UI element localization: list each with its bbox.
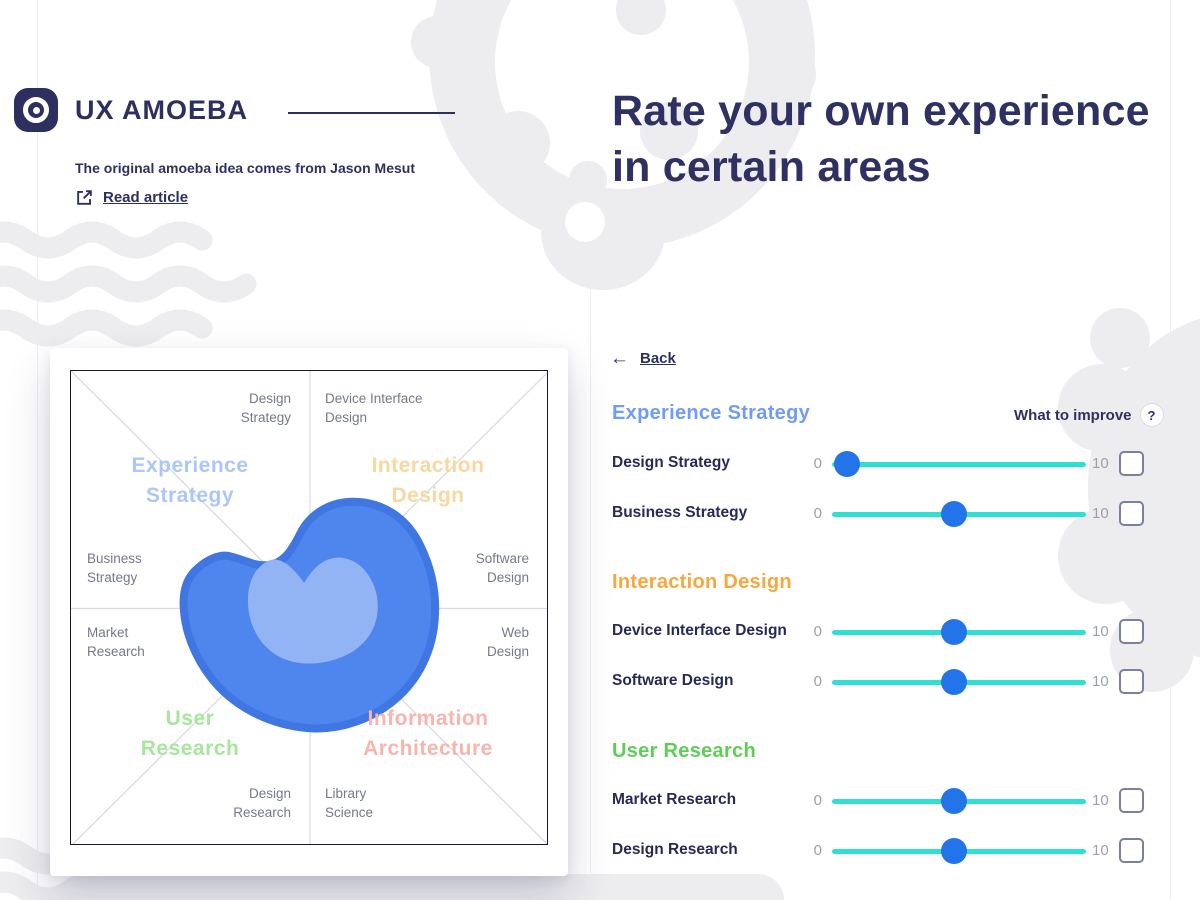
section-title-interaction-design: Interaction Design xyxy=(612,571,792,593)
slider-label: Software Design xyxy=(612,672,734,689)
amoeba-chart: Experience Strategy Interaction Design U… xyxy=(70,370,548,845)
slider-label: Market Research xyxy=(612,791,737,808)
slider-min-value: 0 xyxy=(813,842,822,859)
slider-thumb[interactable] xyxy=(940,788,967,814)
slider-min-value: 0 xyxy=(813,792,822,809)
slider-row-market-research: Market Research 0 10 xyxy=(0,786,1200,816)
axis-label-business-strategy: Business Strategy xyxy=(87,551,142,586)
quadrant-title-user-research: User Research xyxy=(140,707,240,761)
read-article-link[interactable]: Read article xyxy=(75,188,188,207)
amoeba-decoration-right xyxy=(1058,308,1200,692)
slider-track[interactable] xyxy=(832,667,1086,697)
back-arrow-icon: ← xyxy=(610,348,629,369)
slider-max-value: 10 xyxy=(1092,455,1109,472)
slider-thumb[interactable] xyxy=(940,669,967,695)
slider-track[interactable] xyxy=(832,786,1086,816)
help-icon[interactable]: ? xyxy=(1139,403,1164,427)
improve-checkbox-design-research[interactable] xyxy=(1119,838,1144,863)
axis-label-market-research: Market Research xyxy=(87,625,145,660)
slider-row-design-research: Design Research 0 10 xyxy=(0,836,1200,866)
slider-label: Design Strategy xyxy=(612,454,731,471)
slider-max-value: 10 xyxy=(1092,505,1109,522)
slider-row-software-design: Software Design 0 10 xyxy=(0,667,1200,697)
what-to-improve: What to improve ? xyxy=(1014,403,1164,427)
axis-label-design-strategy: Design Strategy xyxy=(240,391,291,426)
brand-logo-icon xyxy=(14,88,58,132)
improve-checkbox-business-strategy[interactable] xyxy=(1119,501,1144,526)
amoeba-chart-canvas xyxy=(71,371,547,844)
slider-track[interactable] xyxy=(832,499,1086,529)
back-link[interactable]: ← Back xyxy=(610,349,676,368)
slider-label: Device Interface Design xyxy=(612,622,787,639)
section-title-experience-strategy: Experience Strategy xyxy=(612,402,811,424)
brand-title: UX AMOEBA xyxy=(75,95,249,125)
page-title: Rate your own experience in certain area… xyxy=(612,87,1150,191)
axis-label-web-design: Web Design xyxy=(486,625,529,660)
brand-tagline: The original amoeba idea comes from Jaso… xyxy=(75,160,415,176)
slider-label: Design Research xyxy=(612,841,738,858)
slider-track[interactable] xyxy=(832,617,1086,647)
slider-track[interactable] xyxy=(832,836,1086,866)
slider-thumb[interactable] xyxy=(834,451,861,477)
brand-divider-line xyxy=(288,112,455,114)
slider-thumb[interactable] xyxy=(940,501,967,527)
slider-max-value: 10 xyxy=(1092,842,1109,859)
slider-min-value: 0 xyxy=(813,505,822,522)
quadrant-title-experience-strategy: Experience Strategy xyxy=(131,454,249,508)
improve-checkbox-market-research[interactable] xyxy=(1119,788,1144,813)
slider-row-device-interface-design: Device Interface Design 0 10 xyxy=(0,617,1200,647)
slider-track[interactable] xyxy=(832,449,1086,479)
slider-thumb[interactable] xyxy=(940,619,967,645)
slider-row-business-strategy: Business Strategy 0 10 xyxy=(0,499,1200,529)
what-to-improve-label: What to improve xyxy=(1014,406,1132,424)
target-icon xyxy=(23,97,49,123)
improve-checkbox-design-strategy[interactable] xyxy=(1119,451,1144,476)
quadrant-title-information-architecture: Information Architecture xyxy=(363,707,493,761)
slider-min-value: 0 xyxy=(813,673,822,690)
quadrant-title-interaction-design: Interaction Design xyxy=(371,454,485,508)
slider-max-value: 10 xyxy=(1092,792,1109,809)
external-link-icon xyxy=(77,190,92,205)
amoeba-gear-decoration-top xyxy=(411,0,816,290)
axis-label-library-science: Library Science xyxy=(325,785,374,820)
slider-min-value: 0 xyxy=(813,623,822,640)
bottom-band-decoration xyxy=(62,874,784,900)
slider-max-value: 10 xyxy=(1092,623,1109,640)
slider-label: Business Strategy xyxy=(612,504,748,521)
amoeba-blob-inner xyxy=(247,557,378,664)
axis-label-software-design: Software Design xyxy=(475,551,529,586)
back-link-label[interactable]: Back xyxy=(640,350,676,367)
improve-checkbox-device-interface-design[interactable] xyxy=(1119,619,1144,644)
section-title-user-research: User Research xyxy=(612,740,756,762)
axis-label-device-interface-design: Device Interface Design xyxy=(325,391,423,426)
improve-checkbox-software-design[interactable] xyxy=(1119,669,1144,694)
slider-row-design-strategy: Design Strategy 0 10 xyxy=(0,449,1200,479)
slider-thumb[interactable] xyxy=(940,838,967,864)
axis-label-design-research: Design Research xyxy=(233,785,291,820)
slider-min-value: 0 xyxy=(813,455,822,472)
slider-max-value: 10 xyxy=(1092,673,1109,690)
amoeba-chart-card: Experience Strategy Interaction Design U… xyxy=(50,348,568,876)
read-article-label[interactable]: Read article xyxy=(103,189,189,206)
